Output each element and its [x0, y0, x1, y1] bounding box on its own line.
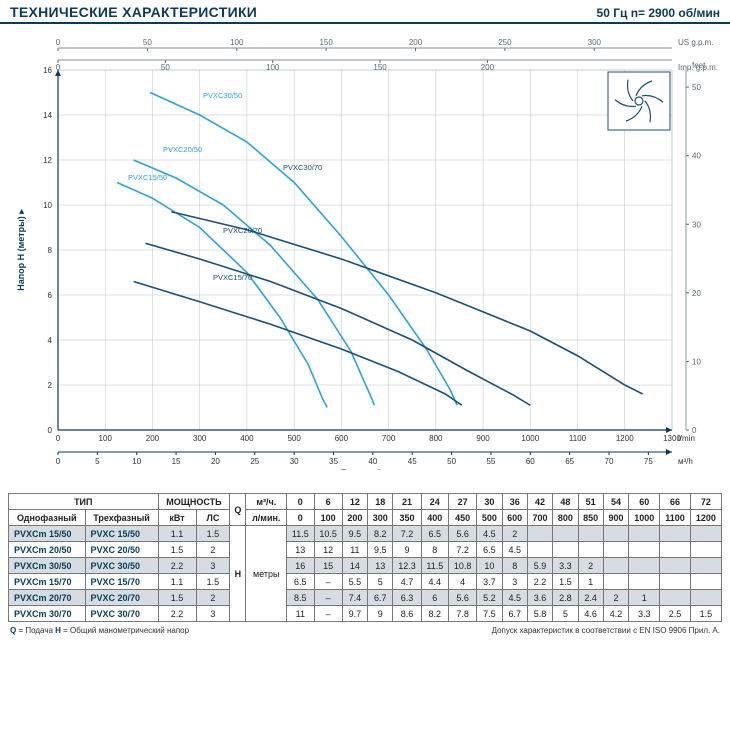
svg-text:100: 100 [99, 434, 113, 443]
svg-text:60: 60 [526, 457, 535, 466]
svg-text:м³/h: м³/h [678, 457, 693, 466]
svg-text:700: 700 [382, 434, 396, 443]
svg-text:30: 30 [290, 457, 299, 466]
svg-text:50: 50 [692, 83, 701, 92]
header-bar: ТЕХНИЧЕСКИЕ ХАРАКТЕРИСТИКИ 50 Гц n= 2900… [0, 0, 730, 24]
svg-text:PVXC15/50: PVXC15/50 [128, 173, 167, 182]
svg-text:45: 45 [408, 457, 417, 466]
svg-text:2: 2 [48, 381, 53, 390]
svg-text:14: 14 [43, 111, 52, 120]
svg-text:20: 20 [211, 457, 220, 466]
footer-legend: Q = Подача H = Общий манометрический нап… [10, 626, 189, 635]
svg-text:5: 5 [95, 457, 100, 466]
svg-text:400: 400 [240, 434, 254, 443]
svg-text:65: 65 [565, 457, 574, 466]
svg-text:40: 40 [692, 152, 701, 161]
svg-text:150: 150 [373, 63, 387, 72]
page-title: ТЕХНИЧЕСКИЕ ХАРАКТЕРИСТИКИ [10, 4, 257, 20]
svg-text:15: 15 [172, 457, 181, 466]
svg-text:75: 75 [644, 457, 653, 466]
svg-text:US g.p.m.: US g.p.m. [678, 38, 714, 47]
svg-text:100: 100 [266, 63, 280, 72]
svg-text:50: 50 [143, 38, 152, 47]
svg-text:70: 70 [605, 457, 614, 466]
svg-text:20: 20 [692, 289, 701, 298]
svg-text:150: 150 [319, 38, 333, 47]
svg-text:10: 10 [692, 357, 701, 366]
svg-text:35: 35 [329, 457, 338, 466]
svg-text:50: 50 [161, 63, 170, 72]
svg-text:200: 200 [146, 434, 160, 443]
svg-text:1000: 1000 [521, 434, 539, 443]
svg-text:300: 300 [193, 434, 207, 443]
svg-text:feet: feet [692, 61, 706, 70]
svg-text:PVXC15/70: PVXC15/70 [213, 273, 252, 282]
svg-text:16: 16 [43, 66, 52, 75]
svg-text:25: 25 [250, 457, 259, 466]
svg-text:12: 12 [43, 156, 52, 165]
svg-text:1200: 1200 [616, 434, 634, 443]
svg-text:30: 30 [692, 220, 701, 229]
svg-text:55: 55 [486, 457, 495, 466]
svg-text:900: 900 [476, 434, 490, 443]
svg-text:0: 0 [56, 38, 61, 47]
svg-text:300: 300 [588, 38, 602, 47]
svg-text:8: 8 [48, 246, 53, 255]
svg-text:500: 500 [287, 434, 301, 443]
svg-text:600: 600 [335, 434, 349, 443]
svg-text:40: 40 [368, 457, 377, 466]
svg-text:6: 6 [48, 291, 53, 300]
svg-text:PVXC20/70: PVXC20/70 [223, 226, 262, 235]
svg-text:0: 0 [56, 434, 61, 443]
svg-text:l/min: l/min [678, 434, 695, 443]
svg-text:4: 4 [48, 336, 53, 345]
svg-text:PVXC20/50: PVXC20/50 [163, 145, 202, 154]
svg-text:0: 0 [692, 426, 697, 435]
header-spec: 50 Гц n= 2900 об/мин [597, 6, 720, 20]
footer-standard: Допуск характеристик в соответствии с EN… [492, 626, 720, 635]
data-table: ТИПМОЩНОСТЬQм³/ч.06121821242730364248515… [8, 493, 722, 622]
svg-text:Подача Q ▸: Подача Q ▸ [340, 468, 390, 470]
svg-text:10: 10 [43, 201, 52, 210]
svg-text:PVXC30/70: PVXC30/70 [283, 163, 322, 172]
svg-text:0: 0 [48, 426, 53, 435]
svg-text:200: 200 [409, 38, 423, 47]
svg-text:PVXC30/50: PVXC30/50 [203, 91, 242, 100]
svg-text:0: 0 [56, 63, 61, 72]
svg-text:Напор H (метры) ▸: Напор H (метры) ▸ [16, 209, 26, 291]
svg-text:10: 10 [132, 457, 141, 466]
svg-text:800: 800 [429, 434, 443, 443]
svg-text:250: 250 [498, 38, 512, 47]
svg-text:0: 0 [56, 457, 61, 466]
svg-text:100: 100 [230, 38, 244, 47]
svg-text:1100: 1100 [569, 434, 587, 443]
chart-svg: 0100200300400500600700800900100011001200… [8, 30, 722, 470]
svg-text:200: 200 [481, 63, 495, 72]
svg-text:50: 50 [447, 457, 456, 466]
footer: Q = Подача H = Общий манометрический нап… [10, 626, 720, 635]
performance-chart: 0100200300400500600700800900100011001200… [8, 30, 722, 475]
